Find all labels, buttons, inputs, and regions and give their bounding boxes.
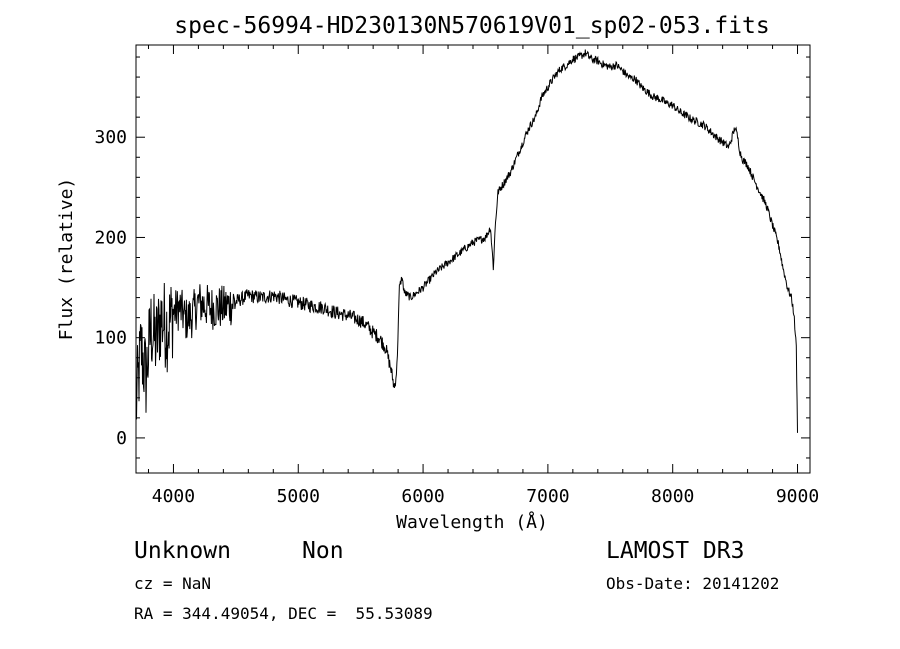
y-tick-label: 100	[94, 328, 127, 349]
plot-frame	[135, 44, 811, 474]
coordinates-text: RA = 344.49054, DEC = 55.53089	[134, 604, 433, 623]
redshift-text: cz = NaN	[134, 574, 212, 593]
survey-text: LAMOST DR3	[606, 538, 745, 564]
x-tick-label: 7000	[526, 486, 569, 507]
x-tick-label: 4000	[152, 486, 195, 507]
y-tick-label: 300	[94, 127, 127, 148]
y-tick-label: 0	[116, 428, 127, 449]
plot-area	[135, 44, 811, 474]
series-line-spectrum	[135, 49, 798, 433]
obs-date-text: Obs-Date: 20141202	[606, 574, 780, 593]
x-axis: 4000 5000 6000 7000 8000 9000	[147, 45, 819, 507]
x-tick-label: 6000	[401, 486, 444, 507]
object-subclass-text: Non	[302, 538, 344, 564]
x-tick-label: 8000	[651, 486, 694, 507]
chart-title: spec-56994-HD230130N570619V01_sp02-053.f…	[174, 13, 769, 39]
y-axis-label: Flux (relative)	[56, 178, 77, 341]
y-tick-label: 200	[94, 227, 127, 248]
x-tick-label: 5000	[277, 486, 320, 507]
x-axis-label: Wavelength (Å)	[396, 511, 548, 533]
object-class-text: Unknown	[134, 538, 231, 564]
x-tick-label: 9000	[776, 486, 819, 507]
